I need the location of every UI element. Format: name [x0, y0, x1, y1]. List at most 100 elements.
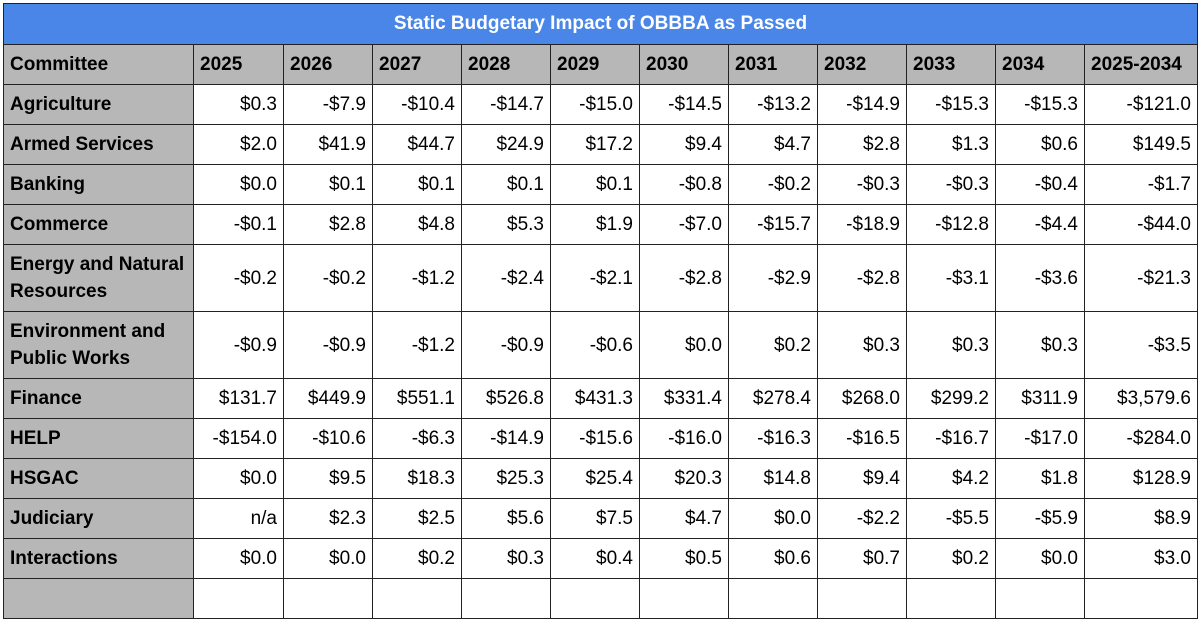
cell-value: -$16.0	[639, 418, 729, 459]
cell-value: $431.3	[550, 378, 640, 419]
cell-value: $278.4	[728, 378, 818, 419]
cell-value: n/a	[193, 498, 284, 539]
empty-cell	[995, 578, 1085, 619]
cell-value: -$0.3	[906, 164, 996, 205]
cell-value: -$16.3	[728, 418, 818, 459]
table-row: Energy and Natural Resources -$0.2 -$0.2 -$…	[3, 244, 1198, 312]
column-header: 2034	[995, 44, 1085, 85]
table-container: Static Budgetary Impact of OBBBA as Pass…	[3, 3, 1198, 619]
cell-value: -$0.8	[639, 164, 729, 205]
cell-value: $526.8	[461, 378, 551, 419]
cell-value: $18.3	[372, 458, 462, 499]
table-row: Agriculture $0.3 -$7.9 -$10.4 -$14.7 -$15.0 -$…	[3, 84, 1198, 125]
cell-value: -$7.0	[639, 204, 729, 245]
cell-value: -$5.9	[995, 498, 1085, 539]
empty-cell	[906, 578, 996, 619]
cell-value: $0.1	[372, 164, 462, 205]
row-label: Commerce	[3, 204, 194, 245]
cell-value: $128.9	[1084, 458, 1198, 499]
cell-value: $149.5	[1084, 124, 1198, 165]
cell-value: $0.3	[461, 538, 551, 579]
empty-cell	[639, 578, 729, 619]
cell-value: $2.5	[372, 498, 462, 539]
cell-value: $0.0	[193, 538, 284, 579]
cell-value: -$14.9	[461, 418, 551, 459]
column-header: 2033	[906, 44, 996, 85]
cell-value: -$2.2	[817, 498, 907, 539]
column-header: 2029	[550, 44, 640, 85]
cell-value: $0.2	[906, 538, 996, 579]
cell-value: -$154.0	[193, 418, 284, 459]
cell-value: $0.4	[550, 538, 640, 579]
table-row: Finance $131.7 $449.9 $551.1 $526.8 $431.3 $33…	[3, 378, 1198, 419]
column-header: 2025-2034	[1084, 44, 1198, 85]
cell-value: -$0.6	[550, 311, 640, 379]
cell-value: $9.5	[283, 458, 373, 499]
cell-value: $0.0	[283, 538, 373, 579]
row-label: Energy and Natural Resources	[3, 244, 194, 312]
column-header: 2026	[283, 44, 373, 85]
cell-value: -$3.6	[995, 244, 1085, 312]
empty-cell	[461, 578, 551, 619]
cell-value: $0.2	[372, 538, 462, 579]
cell-value: $2.8	[817, 124, 907, 165]
cell-value: -$7.9	[283, 84, 373, 125]
cell-value: -$10.4	[372, 84, 462, 125]
cell-value: -$17.0	[995, 418, 1085, 459]
cell-value: $14.8	[728, 458, 818, 499]
cell-value: -$2.9	[728, 244, 818, 312]
cell-value: -$14.5	[639, 84, 729, 125]
cell-value: -$0.3	[817, 164, 907, 205]
cell-value: $7.5	[550, 498, 640, 539]
table-row-cut	[3, 578, 1198, 619]
column-header: 2030	[639, 44, 729, 85]
cell-value: $0.0	[639, 311, 729, 379]
cell-value: $0.0	[728, 498, 818, 539]
cell-value: $9.4	[817, 458, 907, 499]
cell-value: -$0.2	[193, 244, 284, 312]
cell-value: -$13.2	[728, 84, 818, 125]
cell-value: -$2.1	[550, 244, 640, 312]
cell-value: $0.6	[728, 538, 818, 579]
row-label: Interactions	[3, 538, 194, 579]
column-header: Committee	[3, 44, 194, 85]
cell-value: -$15.3	[906, 84, 996, 125]
cell-value: -$44.0	[1084, 204, 1198, 245]
cell-value: -$0.2	[283, 244, 373, 312]
empty-cell	[817, 578, 907, 619]
row-label: HELP	[3, 418, 194, 459]
cell-value: $299.2	[906, 378, 996, 419]
cell-value: $2.3	[283, 498, 373, 539]
cell-value: -$2.8	[639, 244, 729, 312]
column-header: 2028	[461, 44, 551, 85]
cell-value: $9.4	[639, 124, 729, 165]
column-header: 2031	[728, 44, 818, 85]
cell-value: $0.1	[550, 164, 640, 205]
cell-value: -$15.7	[728, 204, 818, 245]
cell-value: -$5.5	[906, 498, 996, 539]
cell-value: $25.4	[550, 458, 640, 499]
cell-value: -$15.6	[550, 418, 640, 459]
cell-value: $0.0	[995, 538, 1085, 579]
cell-value: -$0.9	[193, 311, 284, 379]
cell-value: $8.9	[1084, 498, 1198, 539]
cell-value: $0.1	[461, 164, 551, 205]
title-row: Static Budgetary Impact of OBBBA as Pass…	[3, 3, 1198, 45]
cell-value: -$3.1	[906, 244, 996, 312]
empty-cell	[372, 578, 462, 619]
row-label: Finance	[3, 378, 194, 419]
cell-value: $0.2	[728, 311, 818, 379]
page: Static Budgetary Impact of OBBBA as Pass…	[3, 3, 1198, 619]
cell-value: $44.7	[372, 124, 462, 165]
cell-value: -$1.2	[372, 311, 462, 379]
cell-value: $551.1	[372, 378, 462, 419]
cell-value: -$12.8	[906, 204, 996, 245]
cell-value: $311.9	[995, 378, 1085, 419]
cell-value: -$10.6	[283, 418, 373, 459]
empty-cell	[3, 578, 194, 619]
cell-value: -$15.0	[550, 84, 640, 125]
table-title: Static Budgetary Impact of OBBBA as Pass…	[3, 3, 1198, 45]
cell-value: $1.9	[550, 204, 640, 245]
table-row: Environment and Public Works -$0.9 -$0.9 -$…	[3, 311, 1198, 379]
cell-value: -$284.0	[1084, 418, 1198, 459]
